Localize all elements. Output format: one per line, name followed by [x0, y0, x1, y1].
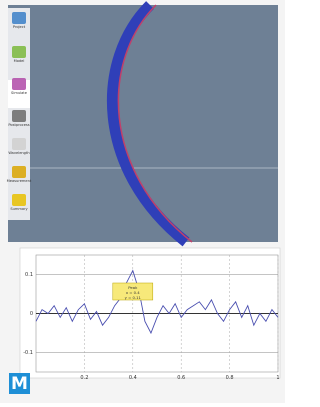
chart-panel [20, 248, 280, 378]
tool-icon[interactable] [12, 166, 26, 178]
y-tick-label: 0 [30, 311, 33, 317]
y-tick-label: -0.1 [23, 350, 33, 356]
x-tick-label: 1 [276, 375, 279, 381]
tool-label: Model [14, 59, 25, 63]
tool-label: Project [13, 25, 26, 29]
tool-label: Summary [10, 207, 28, 211]
tool-icon[interactable] [12, 138, 26, 150]
page: Project Model Simulate Postprocess Wavelengt… [0, 0, 320, 407]
tool-icon[interactable] [12, 12, 26, 24]
viewport [8, 5, 278, 242]
x-tick-label: 0.8 [226, 375, 234, 381]
tool-icon[interactable] [12, 110, 26, 122]
tool-icon[interactable] [12, 46, 26, 58]
tool-icon[interactable] [12, 78, 26, 90]
x-tick-label: 0.2 [80, 375, 88, 381]
tool-label: Wavelength [8, 151, 29, 155]
tool-label: Simulate [11, 91, 28, 95]
y-tick-label: 0.1 [25, 272, 33, 278]
tool-label: Postprocess [8, 123, 29, 127]
screenshot: Project Model Simulate Postprocess Wavelengt… [0, 0, 285, 403]
x-tick-label: 0.6 [177, 375, 185, 381]
logo: M [11, 374, 28, 394]
tool-label: Measurement [7, 179, 32, 183]
tool-icon[interactable] [12, 194, 26, 206]
tooltip-text: y = 0.11 [125, 295, 142, 300]
x-tick-label: 0.4 [129, 375, 137, 381]
